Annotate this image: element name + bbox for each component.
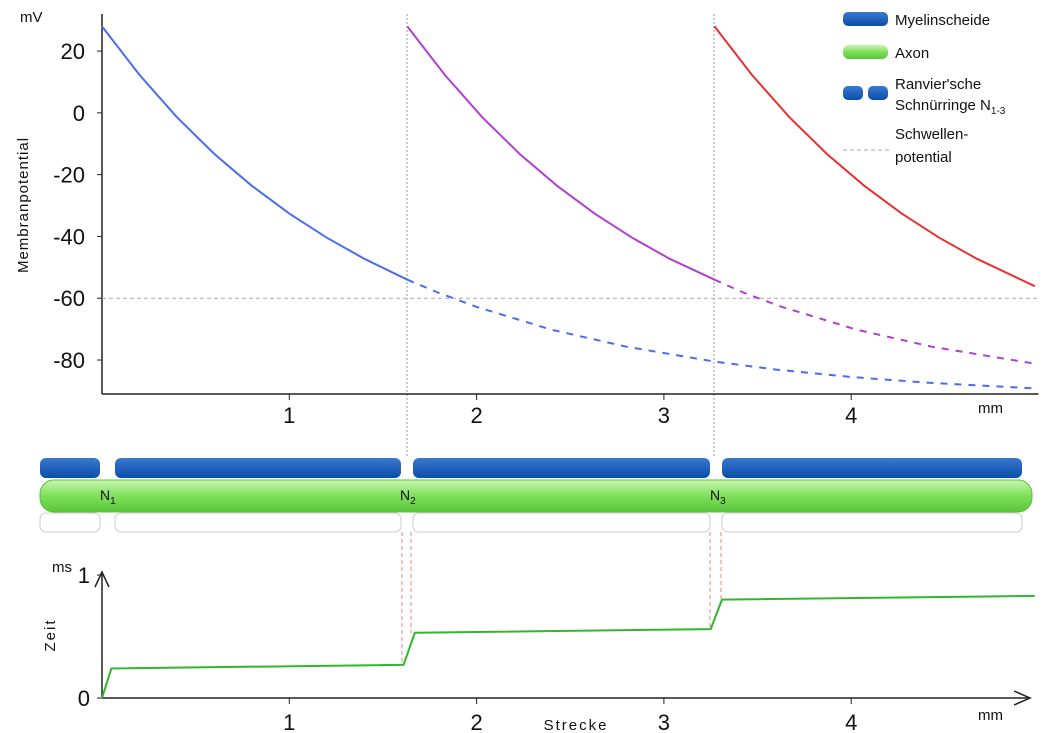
legend-label: Schwellen- [895, 126, 968, 143]
x-tick-label: 2 [470, 710, 482, 733]
y-tick-label: 20 [61, 39, 85, 64]
x-axis-label: Strecke [544, 717, 609, 733]
y-tick-label: -20 [53, 163, 85, 188]
legend-text: Ranvier'sche [895, 76, 981, 93]
y-unit: mV [20, 9, 43, 26]
myelin [115, 458, 401, 478]
x-unit: mm [978, 707, 1003, 724]
x-tick-label: 4 [845, 710, 857, 733]
legend-icon [843, 12, 888, 26]
y-tick-label: 1 [78, 563, 90, 588]
y-tick-label: 0 [78, 686, 90, 711]
series-line [407, 26, 714, 279]
legend-label: potential [895, 149, 952, 166]
myelin [413, 458, 710, 478]
legend [843, 12, 890, 150]
legend-text: Schwellen- [895, 126, 968, 143]
y-axis-label: Zeit [42, 618, 59, 651]
figure: N1N2N3 200-20-40-60-801234mVMembranpoten… [0, 0, 1055, 733]
series-line [715, 280, 1035, 364]
legend-icon [843, 45, 888, 59]
x-unit: mm [978, 400, 1003, 417]
series-line [102, 596, 1035, 698]
x-tick-label: 3 [658, 403, 670, 428]
page: {"chart_data": [ {"type": "line", "y_uni… [0, 0, 1055, 733]
legend-label: Axon [895, 45, 929, 62]
x-tick-label: 1 [283, 403, 295, 428]
legend-text: potential [895, 149, 952, 166]
legend-label: Ranvier'sche [895, 76, 981, 93]
node-letter: N [710, 487, 720, 503]
node-letter: N [400, 487, 410, 503]
y-tick-label: -40 [53, 224, 85, 249]
node-sub: 3 [720, 496, 726, 507]
myelin-outline [115, 513, 401, 532]
legend-icon [868, 86, 888, 100]
series-line [407, 280, 1035, 389]
myelin-outline [40, 513, 100, 532]
x-tick-label: 2 [470, 403, 482, 428]
legend-label: Myelinscheide [895, 12, 990, 29]
legend-text: Axon [895, 45, 929, 62]
y-tick-label: -80 [53, 348, 85, 373]
node-sub: 1 [110, 496, 116, 507]
x-tick-label: 1 [283, 710, 295, 733]
legend-sub: 1-3 [991, 106, 1006, 117]
legend-text: Schnürringe N [895, 97, 991, 114]
y-unit: ms [52, 559, 72, 576]
axon [40, 480, 1032, 512]
legend-label: Schnürringe N1-3 [895, 97, 1006, 117]
legend-text: Myelinscheide [895, 12, 990, 29]
y-axis-label: Membranpotential [15, 137, 32, 273]
node-letter: N [100, 487, 110, 503]
myelin [722, 458, 1022, 478]
series-line [102, 26, 407, 279]
y-tick-label: -60 [53, 286, 85, 311]
node-sub: 2 [410, 496, 416, 507]
series-line [715, 26, 1035, 286]
myelin-outline [413, 513, 710, 532]
legend-icon [843, 86, 863, 100]
myelin [40, 458, 100, 478]
x-tick-label: 3 [658, 710, 670, 733]
x-tick-label: 4 [845, 403, 857, 428]
myelin-outline [722, 513, 1022, 532]
y-tick-label: 0 [73, 101, 85, 126]
